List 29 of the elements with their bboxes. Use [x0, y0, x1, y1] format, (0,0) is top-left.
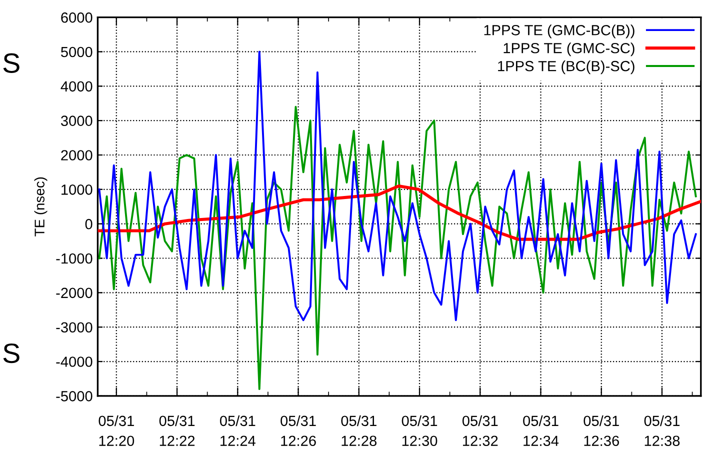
y-tick-label: -5000 [56, 391, 92, 402]
x-tick-label: 05/31 12:24 [220, 415, 256, 446]
x-tick-label: 05/31 12:28 [341, 415, 377, 446]
x-tick-label: 05/31 12:36 [584, 415, 619, 446]
text: S [3, 343, 20, 364]
x-tick-label: 05/31 12:22 [159, 415, 195, 446]
y-tick-label: 3000 [60, 116, 92, 126]
y-tick-label: 2000 [61, 150, 92, 160]
y-tick-label: 1000 [62, 184, 92, 195]
y-tick-label: 4000 [60, 81, 92, 92]
y-tick-label: -4000 [56, 356, 92, 367]
line-series [98, 106, 697, 390]
x-tick-label: 05/31 12:38 [644, 415, 680, 446]
y-tick-label: 6000 [61, 12, 92, 23]
legend-label: 1PPS TE (BC(B)-SC) [498, 60, 634, 74]
x-tick-label: 05/31 12:20 [98, 415, 134, 446]
y-tick-label: 0 [85, 218, 92, 230]
x-tick-label: 05/31 12:30 [402, 415, 438, 446]
y-tick-label: -2000 [56, 288, 92, 298]
legend-label: 1PPS TE (GMC-SC) [504, 42, 634, 56]
y-tick-label: 5000 [61, 46, 92, 58]
x-tick-label: 05/31 12:32 [462, 415, 498, 446]
x-tick-label: 05/31 12:34 [523, 415, 559, 446]
y-axis-title: TE (nsec) [34, 177, 48, 236]
y-tick-label: -3000 [56, 322, 92, 333]
y-tick-label: -1000 [56, 253, 92, 264]
x-tick-label: 05/31 12:26 [280, 415, 316, 446]
text: S [3, 53, 20, 73]
legend-label: 1PPS TE (GMC-BC(B)) [484, 24, 634, 38]
